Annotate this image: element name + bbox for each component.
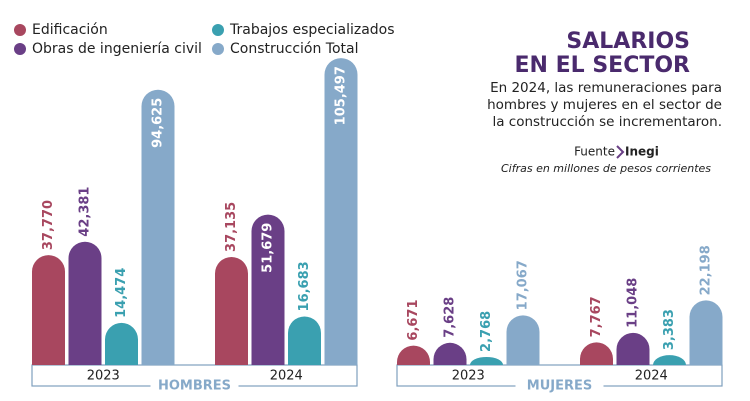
bar (141, 89, 175, 365)
note: Cifras en millones de pesos corrientes (501, 162, 711, 175)
value-label: 37,135 (224, 202, 239, 252)
source-arrow (616, 145, 625, 159)
value-label: 11,048 (626, 278, 641, 328)
value-label: 2,768 (479, 311, 494, 352)
value-label: 94,625 (151, 98, 166, 148)
bar (68, 241, 102, 365)
bar (324, 58, 358, 366)
value-label: 3,383 (662, 309, 677, 350)
bar (653, 355, 686, 365)
legend-marker (14, 24, 26, 36)
legend-marker (212, 24, 224, 36)
value-label: 42,381 (78, 187, 93, 237)
value-label: 105,497 (334, 66, 349, 125)
subtitle: hombres y mujeres en el sector de (487, 97, 722, 113)
value-label: 7,628 (443, 297, 458, 338)
legend-label: Edificación (32, 22, 108, 38)
bar (105, 322, 138, 365)
bar (32, 255, 65, 365)
bar (470, 356, 503, 365)
legend-marker (212, 43, 224, 55)
value-label: 17,067 (516, 260, 531, 310)
chart-title: SALARIOS (566, 29, 690, 54)
x-tick-label: 2024 (635, 369, 668, 384)
value-label: 14,474 (114, 268, 129, 318)
group-label-bg (150, 379, 239, 393)
group-label-bg (515, 379, 604, 393)
subtitle: En 2024, las remuneraciones para (490, 80, 722, 96)
value-label: 51,679 (261, 223, 276, 273)
legend-marker (14, 43, 26, 55)
value-label: 22,198 (699, 245, 714, 295)
legend-label: Obras de ingeniería civil (32, 41, 202, 57)
bar (215, 256, 248, 365)
bar (616, 332, 650, 365)
subtitle: la construcción se incrementaron. (492, 114, 722, 130)
source-label: Fuente (574, 145, 615, 159)
value-label: 37,770 (41, 200, 56, 250)
legend-label: Trabajos especializados (229, 22, 395, 38)
group-label: MUJERES (527, 379, 592, 394)
x-tick-label: 2023 (452, 369, 485, 384)
group-label: HOMBRES (158, 379, 231, 394)
x-tick-label: 2024 (270, 369, 303, 384)
value-label: 7,767 (589, 296, 604, 337)
bar (288, 316, 321, 365)
legend-label: Construcción Total (230, 41, 359, 57)
source: Inegi (625, 145, 659, 159)
value-label: 6,671 (406, 299, 421, 340)
value-label: 16,683 (297, 261, 312, 311)
bar (506, 315, 540, 365)
bar (397, 345, 430, 365)
bar (433, 342, 467, 365)
bar (689, 300, 723, 365)
bar (251, 214, 285, 365)
bar (580, 342, 613, 365)
chart-title: EN EL SECTOR (515, 53, 691, 78)
x-tick-label: 2023 (87, 369, 120, 384)
